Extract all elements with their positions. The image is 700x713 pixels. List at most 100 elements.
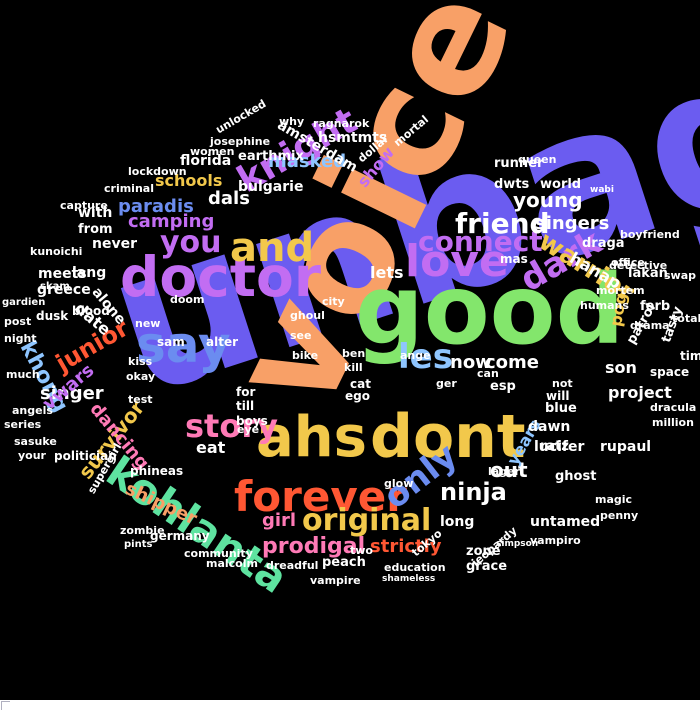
- word-phineas: phineas: [130, 464, 184, 478]
- word-lucifer: lucifer: [534, 439, 585, 455]
- word-zone: zone: [466, 544, 501, 559]
- word-prodigal: prodigal: [262, 534, 366, 559]
- word-education: education: [384, 561, 446, 574]
- word-gardien: gardien: [2, 297, 46, 308]
- word-singers: singers: [535, 213, 610, 234]
- word-greece: greece: [37, 282, 91, 298]
- word-community: community: [184, 547, 253, 560]
- word-boys: boys: [236, 414, 268, 428]
- word-ange: ange: [400, 349, 431, 362]
- word-much: much: [6, 368, 40, 381]
- word-dreadful: dreadful: [266, 559, 319, 572]
- word-camping: camping: [128, 211, 215, 232]
- word-hsmtmts: hsmtmts: [318, 130, 388, 146]
- word-lets: lets: [370, 263, 404, 282]
- word-unlocked: unlocked: [213, 97, 269, 137]
- word-florida: florida: [180, 153, 232, 169]
- word-love: love: [405, 236, 509, 287]
- word-for: for: [236, 385, 256, 399]
- word-doom: doom: [170, 293, 205, 306]
- word-son: son: [605, 358, 637, 377]
- word-bike: bike: [292, 349, 319, 362]
- bottom-strip: [0, 700, 700, 713]
- word-say: say: [136, 316, 231, 374]
- word-dawn: dawn: [528, 419, 571, 435]
- word-glow: glow: [384, 477, 414, 490]
- word-doctor: doctor: [120, 245, 321, 309]
- word-million: million: [652, 416, 694, 429]
- word-esp: esp: [490, 379, 516, 394]
- word-meets: meets: [38, 266, 87, 282]
- word-rupaul: rupaul: [600, 439, 652, 455]
- word-till: till: [236, 399, 255, 413]
- word-angels: angels: [12, 404, 53, 417]
- word-skam: skam: [40, 281, 70, 292]
- word-city: city: [322, 295, 345, 308]
- word-shameless: shameless: [382, 574, 436, 584]
- word-vampiro: vampiro: [530, 534, 581, 547]
- word-schools: schools: [155, 171, 223, 190]
- word-eye: eye: [237, 423, 260, 436]
- word-see: see: [290, 329, 312, 342]
- word-josephine: josephine: [210, 135, 271, 148]
- word-dwts: dwts: [494, 177, 530, 192]
- word-paradis: paradis: [118, 196, 194, 217]
- word-office: office: [611, 256, 645, 269]
- word-ego: ego: [345, 389, 370, 403]
- word-sam: sam: [157, 335, 185, 349]
- word-with: with: [78, 205, 113, 221]
- word-dusk: dusk: [36, 309, 69, 323]
- word-vampire: vampire: [310, 574, 361, 587]
- word-grace: grace: [466, 559, 508, 574]
- word-wabi: wabi: [590, 185, 614, 195]
- word-world: world: [540, 177, 582, 192]
- word-connect: connect: [418, 225, 543, 258]
- word-boyfriend: boyfriend: [620, 228, 680, 241]
- word-friend: friend: [455, 207, 550, 240]
- word-malcolm: malcolm: [206, 557, 258, 570]
- word-mas: mas: [500, 252, 528, 266]
- word-untamed: untamed: [530, 514, 601, 530]
- word-alter: alter: [206, 335, 239, 349]
- word-new: new: [135, 317, 161, 330]
- word-penny: penny: [600, 509, 639, 522]
- word-singer: singer: [40, 383, 104, 404]
- word-draga: draga: [582, 236, 625, 251]
- word-magic: magic: [595, 493, 633, 506]
- word-can: can: [477, 367, 499, 380]
- word-story: story: [185, 407, 278, 445]
- word-humans: humans: [580, 299, 629, 312]
- word-forever: forever: [234, 472, 407, 521]
- word-never: never: [92, 236, 137, 252]
- word-come: come: [485, 352, 539, 373]
- word-simpson: simpson: [496, 539, 539, 549]
- word-capture: capture: [60, 199, 108, 212]
- word-ragnarok: ragnarok: [313, 117, 370, 130]
- word-total: total: [672, 312, 700, 325]
- word-earthmix: earthmix: [238, 149, 304, 164]
- word-and: and: [230, 225, 315, 271]
- word-young: young: [513, 188, 583, 212]
- word-you: you: [160, 225, 222, 260]
- corner-mark: [1, 701, 10, 710]
- word-original: original: [302, 503, 432, 538]
- word-dont: dont: [370, 402, 526, 472]
- word-criminal: criminal: [104, 182, 154, 195]
- word-will: will: [546, 389, 570, 403]
- word-two: two: [350, 544, 373, 557]
- word-mortem: mortem: [596, 284, 645, 297]
- word-cat: cat: [350, 377, 371, 391]
- word-les: les: [398, 337, 453, 377]
- word-lockdown: lockdown: [128, 165, 187, 178]
- word-zombie: zombie: [120, 524, 165, 537]
- word-blue: blue: [545, 401, 577, 416]
- word-long: long: [440, 514, 475, 530]
- word-good: good: [355, 254, 625, 366]
- word-ratz: ratz: [540, 439, 569, 454]
- word-ahs: ahs: [256, 405, 367, 470]
- word-why: why: [279, 115, 305, 128]
- word-masked: masked: [268, 151, 347, 172]
- word-night: night: [4, 332, 37, 345]
- word-not: not: [552, 377, 573, 390]
- word-ghoul: ghoul: [290, 309, 325, 322]
